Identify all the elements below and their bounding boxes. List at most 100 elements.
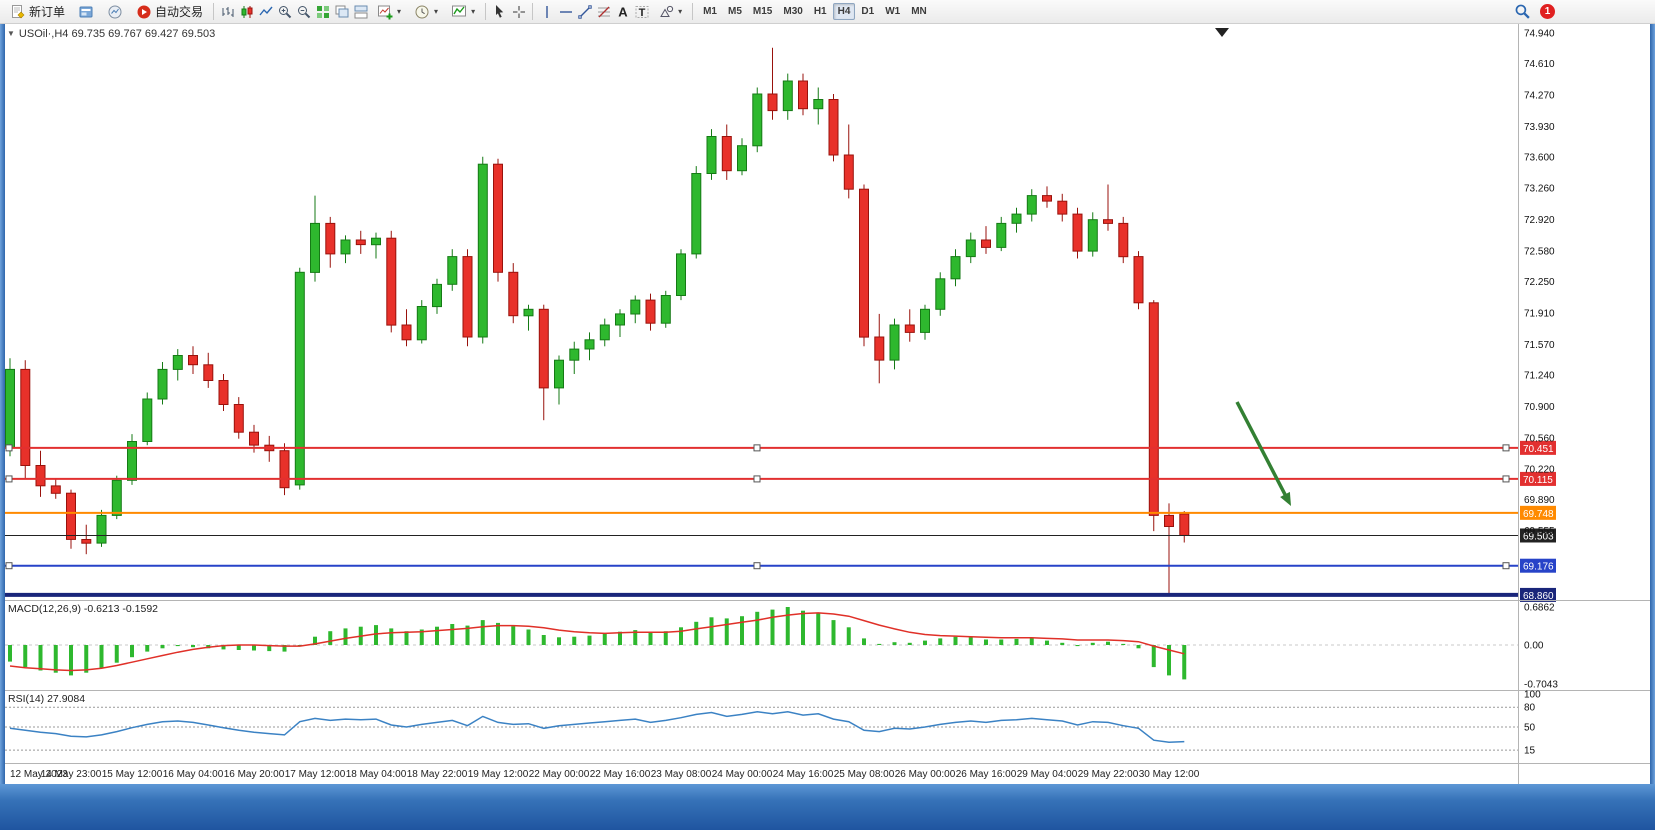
timeframe-mn[interactable]: MN bbox=[911, 6, 927, 17]
candle-up bbox=[782, 80, 793, 112]
line-handle[interactable] bbox=[1502, 475, 1510, 483]
candle-down bbox=[1072, 213, 1083, 252]
timeframe-m1[interactable]: M1 bbox=[703, 6, 717, 17]
cascade-windows-icon[interactable] bbox=[333, 3, 350, 20]
price-axis-label: 70.220 bbox=[1524, 465, 1555, 476]
price-badge bbox=[1520, 440, 1556, 455]
candle-down bbox=[1057, 200, 1068, 215]
candle-up bbox=[157, 368, 168, 400]
line-chart-type-icon[interactable] bbox=[257, 3, 274, 20]
window-right-border bbox=[1650, 24, 1655, 830]
collapse-arrow-icon[interactable]: ▼ bbox=[7, 29, 15, 38]
chart-shift-marker[interactable] bbox=[1215, 28, 1229, 37]
candle-down bbox=[493, 163, 503, 273]
candle-up bbox=[340, 239, 351, 255]
time-axis-label: 19 May 12:00 bbox=[468, 769, 529, 780]
price-axis-label: 71.240 bbox=[1524, 370, 1555, 381]
candle-down bbox=[50, 485, 61, 494]
shapes-button[interactable]: ▾ bbox=[652, 1, 687, 23]
text-label-tool-icon[interactable]: T bbox=[633, 3, 650, 20]
bar-chart-type-icon[interactable] bbox=[219, 3, 236, 20]
candle-down bbox=[859, 188, 869, 338]
toolbar-right-group: 1 bbox=[1514, 3, 1555, 20]
candlestick-chart-type-icon[interactable] bbox=[238, 3, 255, 20]
line-handle[interactable] bbox=[5, 444, 13, 452]
candle-up bbox=[111, 479, 122, 516]
timeframe-h4[interactable]: H4 bbox=[832, 3, 856, 20]
profiles-button[interactable] bbox=[72, 1, 99, 23]
price-badge bbox=[1520, 471, 1556, 486]
candle-up bbox=[1011, 213, 1022, 224]
candle-up bbox=[142, 398, 153, 442]
cursor-icon[interactable] bbox=[491, 3, 508, 20]
candle-down bbox=[843, 154, 854, 190]
candle-down bbox=[462, 256, 473, 338]
rsi-axis-label: 50 bbox=[1524, 723, 1536, 734]
periods-button[interactable]: ▾ bbox=[408, 1, 443, 23]
line-handle[interactable] bbox=[5, 562, 13, 570]
candle-down bbox=[81, 539, 92, 544]
candle-up bbox=[432, 283, 442, 308]
candle-down bbox=[721, 136, 732, 172]
time-axis-label: 24 May 16:00 bbox=[773, 769, 834, 780]
candle-down bbox=[401, 324, 412, 341]
price-badge-label: 70.451 bbox=[1523, 444, 1554, 455]
profiles-icon bbox=[77, 3, 94, 20]
line-handle[interactable] bbox=[5, 475, 13, 483]
market-watch-button[interactable] bbox=[101, 1, 128, 23]
timeframe-m15[interactable]: M15 bbox=[752, 6, 773, 17]
tile-windows-icon[interactable] bbox=[314, 3, 331, 20]
search-icon[interactable] bbox=[1514, 3, 1531, 20]
candle-down bbox=[1042, 195, 1052, 202]
timeframe-m5[interactable]: M5 bbox=[728, 6, 742, 17]
price-axis-label: 74.610 bbox=[1524, 59, 1555, 70]
price-axis-label: 71.570 bbox=[1524, 340, 1555, 351]
line-handle[interactable] bbox=[753, 562, 761, 570]
candle-up bbox=[523, 308, 534, 317]
price-axis[interactable]: 74.940 74.610 74.270 73.930 73.600 73.260 72.9… bbox=[1524, 29, 1555, 538]
candles bbox=[5, 47, 1190, 595]
arrow-annotation-head[interactable] bbox=[1280, 491, 1291, 506]
timeframe-m30[interactable]: M30 bbox=[783, 6, 803, 17]
window-bottom-border bbox=[0, 784, 1655, 830]
text-tool-icon[interactable]: A bbox=[614, 3, 631, 20]
svg-text:T: T bbox=[638, 7, 645, 19]
candle-up bbox=[310, 222, 320, 273]
tile-horizontal-icon[interactable] bbox=[352, 3, 369, 20]
time-axis-label: 25 May 08:00 bbox=[834, 769, 895, 780]
candle-up bbox=[660, 295, 671, 324]
indicators-icon bbox=[450, 3, 467, 20]
crosshair-icon[interactable] bbox=[510, 3, 527, 20]
new-chart-icon bbox=[376, 3, 393, 20]
fibonacci-tool-icon[interactable] bbox=[595, 3, 612, 20]
line-handle[interactable] bbox=[1502, 444, 1510, 452]
auto-trading-button[interactable]: 自动交易 bbox=[130, 1, 208, 23]
new-chart-button[interactable]: ▾ bbox=[371, 1, 406, 23]
line-handle[interactable] bbox=[753, 475, 761, 483]
vertical-line-tool-icon[interactable] bbox=[538, 3, 555, 20]
auto-trading-icon bbox=[135, 3, 152, 20]
candle-up bbox=[965, 239, 976, 258]
timeframe-h1[interactable]: H1 bbox=[813, 6, 827, 17]
candle-up bbox=[889, 324, 900, 361]
new-order-button[interactable]: 新订单 bbox=[4, 1, 70, 23]
line-handle[interactable] bbox=[1502, 562, 1510, 570]
toolbar-separator bbox=[485, 3, 487, 20]
candle-down bbox=[279, 450, 290, 489]
zoom-out-icon[interactable] bbox=[295, 3, 312, 20]
time-axis-label: 26 May 16:00 bbox=[956, 769, 1017, 780]
zoom-in-icon[interactable] bbox=[276, 3, 293, 20]
arrow-annotation[interactable] bbox=[1235, 401, 1290, 501]
chevron-down-icon: ▾ bbox=[434, 7, 439, 16]
notification-badge[interactable]: 1 bbox=[1540, 4, 1555, 19]
line-handle[interactable] bbox=[753, 444, 761, 452]
timeframe-w1[interactable]: W1 bbox=[885, 6, 901, 17]
trendline-tool-icon[interactable] bbox=[576, 3, 593, 20]
horizontal-line-tool-icon[interactable] bbox=[557, 3, 574, 20]
indicators-button[interactable]: ▾ bbox=[445, 1, 480, 23]
timeframe-d1[interactable]: D1 bbox=[861, 6, 875, 17]
candle-up bbox=[935, 278, 946, 310]
